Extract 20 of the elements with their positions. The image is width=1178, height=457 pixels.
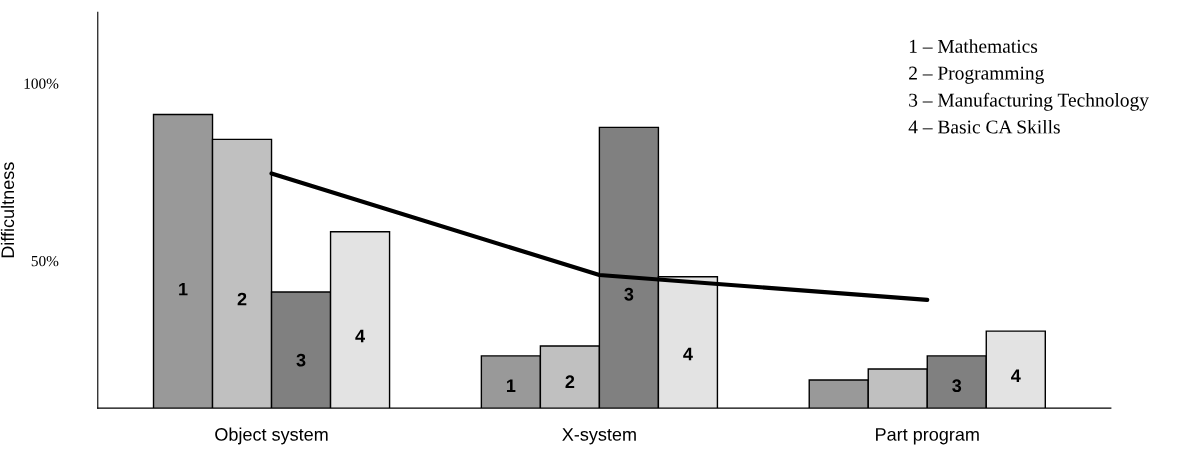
x-tick-label: Part program	[876, 428, 979, 445]
annotation: 2 – Programming	[909, 66, 1044, 84]
x-tick-label: X-system	[562, 428, 636, 445]
text: 3	[624, 287, 634, 301]
text: 2	[237, 292, 247, 306]
series-label: 1	[506, 379, 516, 392]
y-tick-label: 100%	[24, 78, 59, 89]
annotation: 3 – Manufacturing Technology	[909, 92, 1149, 111]
annotation: 1 – Mathematics	[909, 39, 1038, 53]
y-tick-label: 50%	[31, 255, 59, 267]
x-tick-label: Object system	[215, 427, 328, 445]
series-label: 3	[952, 379, 962, 393]
y-axis-title: Difficultness	[0, 162, 15, 258]
text: 4	[355, 329, 365, 343]
text: 4	[1011, 369, 1021, 382]
series-label: 4	[683, 347, 693, 361]
series-label: 2	[565, 375, 575, 388]
text: 1	[179, 282, 188, 296]
annotation: 4 – Basic CA Skills	[908, 119, 1060, 134]
text: 3	[296, 353, 306, 367]
